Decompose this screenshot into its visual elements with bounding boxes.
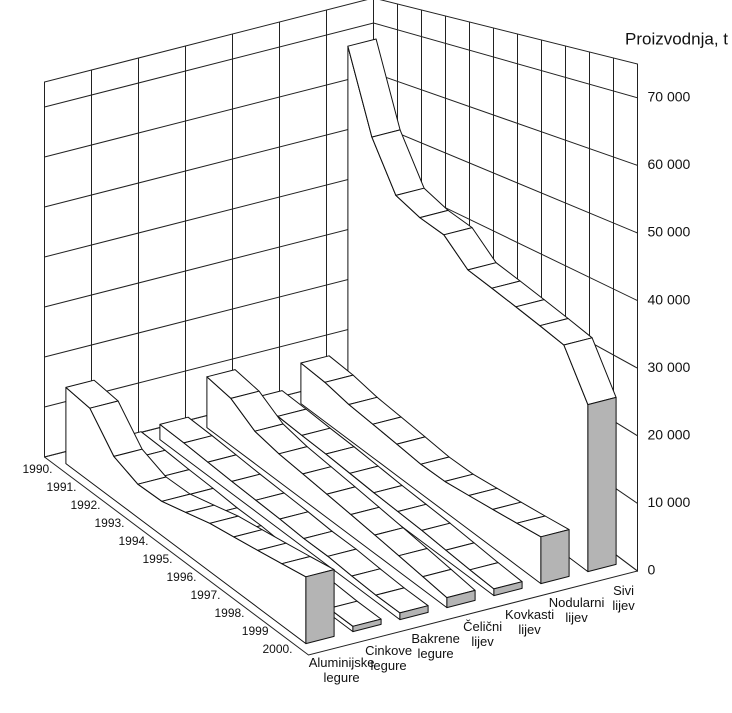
- ribbon: [300, 355, 570, 585]
- grid-line: [44, 122, 638, 234]
- y-tick-label: 0: [648, 562, 656, 578]
- legend-label: Sivi lijev: [612, 584, 635, 614]
- x-tick-label: 1990.: [22, 462, 52, 476]
- ribbon-front: [540, 529, 570, 585]
- grid-line: [44, 22, 638, 108]
- x-tick-label: 1999: [242, 624, 269, 638]
- grid-line: [44, 72, 638, 166]
- legend-label: Čelični lijev: [463, 620, 502, 650]
- ribbon-front: [493, 581, 523, 597]
- y-tick-label: 40 000: [648, 291, 691, 307]
- ribbon: [159, 416, 429, 621]
- legend-label: Aluminijske legure: [309, 656, 375, 686]
- ribbon-front: [399, 605, 429, 621]
- ribbon-front: [587, 396, 617, 573]
- ribbon: [65, 379, 335, 645]
- legend-label: Cinkove legure: [365, 644, 412, 674]
- x-tick-label: 1996.: [166, 570, 196, 584]
- x-tick-label: 1991.: [46, 480, 76, 494]
- y-tick-label: 60 000: [648, 156, 691, 172]
- x-tick-label: 1992.: [70, 498, 100, 512]
- x-tick-label: 1998.: [214, 606, 244, 620]
- legend-label: Nodularni lijev: [549, 596, 605, 626]
- x-tick-label: 2000.: [262, 642, 292, 656]
- ribbon: [347, 38, 617, 573]
- legend-label: Kovkasti lijev: [505, 608, 554, 638]
- ribbon: [206, 369, 476, 609]
- x-tick-label: 1997.: [190, 588, 220, 602]
- ribbon-front: [446, 589, 476, 609]
- y-tick-label: 30 000: [648, 359, 691, 375]
- x-tick-label: 1994.: [118, 534, 148, 548]
- floor-edge: [44, 456, 638, 656]
- y-tick-label: 70 000: [648, 89, 691, 105]
- y-tick-label: 20 000: [648, 427, 691, 443]
- x-tick-label: 1995.: [142, 552, 172, 566]
- ribbon-front: [305, 569, 335, 645]
- legend-label: Bakrene legure: [411, 632, 459, 662]
- y-tick-label: 10 000: [648, 494, 691, 510]
- y-axis-label: Proizvodnja, t: [625, 29, 728, 48]
- y-tick-label: 50 000: [648, 224, 691, 240]
- ribbon-front: [352, 618, 382, 633]
- x-tick-label: 1993.: [94, 516, 124, 530]
